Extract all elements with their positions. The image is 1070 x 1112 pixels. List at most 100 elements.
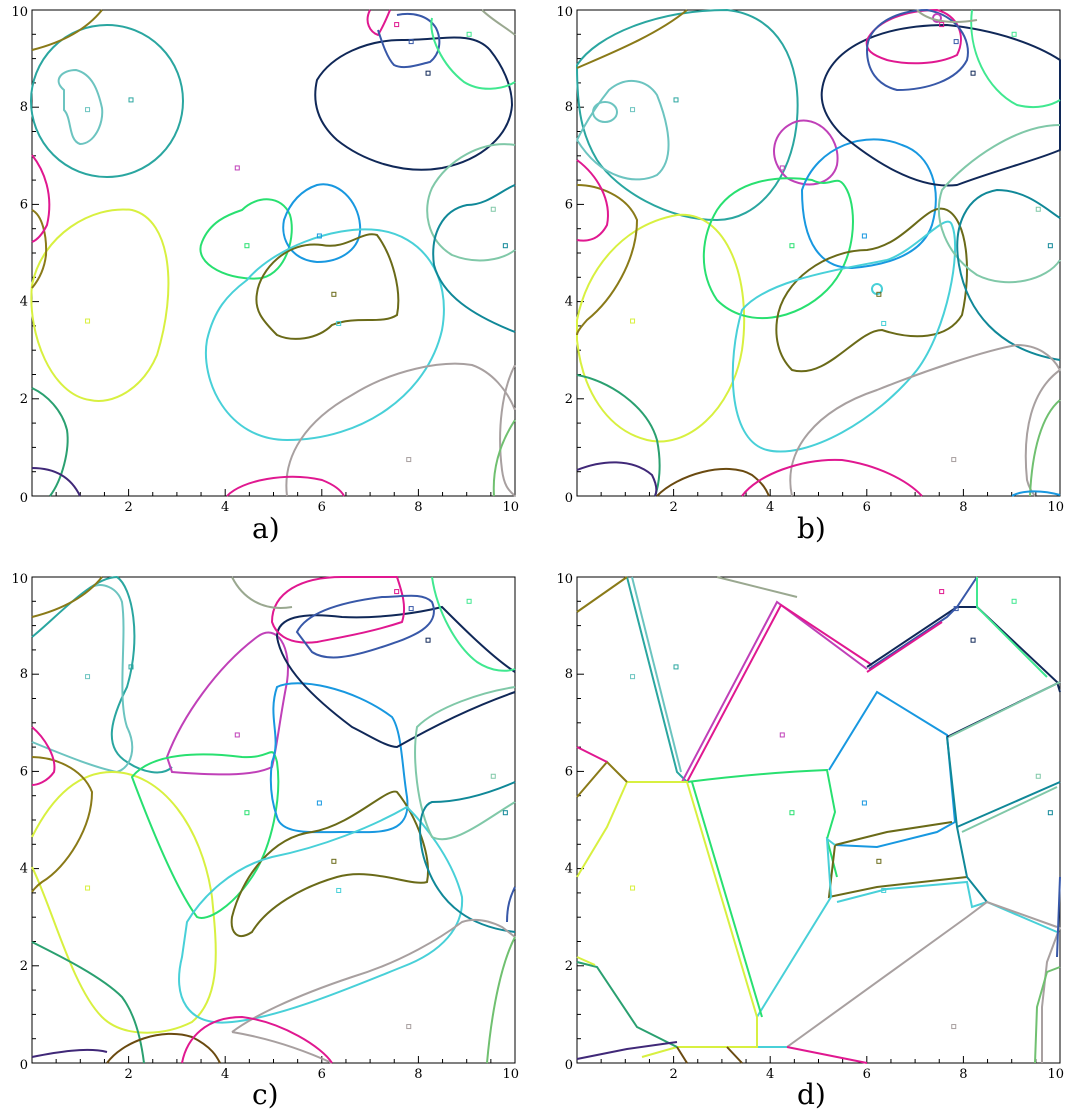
seed-marker (128, 97, 134, 103)
voronoi-edge (834, 821, 953, 846)
contour (31, 756, 94, 893)
contour (970, 9, 1061, 109)
contour (31, 575, 173, 774)
contour (956, 188, 1061, 361)
seed-marker (244, 810, 250, 816)
x-tick-label: 8 (959, 1067, 967, 1082)
seed-marker (881, 887, 887, 893)
x-tick-label: 10 (502, 1067, 519, 1082)
seed-marker (861, 233, 867, 239)
x-tick-label: 4 (221, 1067, 229, 1082)
y-tick-label: 6 (565, 764, 573, 779)
contour (255, 233, 400, 340)
voronoi-edge (976, 577, 1048, 678)
panel-caption: d) (797, 1078, 826, 1111)
contour (295, 594, 435, 659)
seed-marker (951, 457, 957, 463)
contour (741, 458, 923, 497)
y-tick-label: 6 (565, 197, 573, 212)
contour (204, 228, 445, 442)
x-tick-label: 6 (318, 1067, 326, 1082)
contour (865, 8, 962, 65)
voronoi-edge (576, 956, 596, 966)
y-tick-label: 6 (20, 764, 28, 779)
contour (592, 101, 619, 123)
contour (431, 576, 516, 672)
x-tick-label: 8 (959, 500, 967, 515)
contour (199, 198, 293, 280)
contour (419, 781, 516, 933)
level-set-contours (575, 8, 1061, 497)
panel-c: 2 4 6 8 10 0 2 4 6 8 10 (11, 572, 519, 1082)
contour (702, 177, 854, 320)
contour (773, 119, 839, 186)
seed-marker (406, 1024, 412, 1030)
contour (282, 183, 362, 264)
seed-marker (425, 70, 431, 76)
y-tick-label: 10 (556, 5, 573, 20)
y-tick-label: 0 (20, 491, 28, 506)
voronoi-edge (676, 1046, 688, 1064)
level-set-contours (31, 575, 516, 1064)
contour (506, 886, 516, 923)
seed-marker (630, 885, 636, 891)
contour (576, 461, 658, 497)
seed-marker (336, 320, 342, 326)
contour (31, 576, 103, 618)
contour (178, 805, 464, 1024)
y-tick-label: 4 (20, 862, 28, 877)
y-tick-label: 10 (11, 5, 28, 20)
seed-marker (408, 606, 414, 612)
y-tick-label: 2 (565, 392, 573, 407)
contour (31, 209, 48, 289)
seed-marker (970, 70, 976, 76)
x-tick-label: 8 (414, 500, 422, 515)
contour (576, 9, 688, 69)
voronoi-edge (868, 576, 978, 670)
voronoi-edge (756, 836, 836, 1048)
contour (130, 751, 280, 919)
y-tick-label: 2 (565, 959, 573, 974)
voronoi-edge (726, 1046, 743, 1064)
contour (230, 790, 429, 937)
seed-marker (85, 318, 91, 324)
y-tick-label: 8 (565, 667, 573, 682)
y-tick-label: 0 (565, 1058, 573, 1073)
y-tick-label: 8 (565, 100, 573, 115)
contour (181, 1015, 333, 1064)
contour (576, 374, 661, 497)
seed-marker (406, 457, 412, 463)
panel-a: 2 4 6 8 10 0 2 4 6 8 10 (11, 5, 519, 515)
seed-marker (939, 22, 945, 28)
seed-marker (316, 800, 322, 806)
contour (57, 68, 104, 146)
contour (31, 9, 103, 51)
voronoi-edge (956, 781, 1061, 828)
seed-marker (1011, 598, 1017, 604)
contour (426, 143, 516, 262)
x-tick-label: 4 (766, 500, 774, 515)
contour (871, 283, 884, 295)
x-tick-label: 2 (669, 1067, 677, 1082)
voronoi-edge (866, 621, 943, 673)
seed-marker (128, 664, 134, 670)
seed-marker (789, 810, 795, 816)
voronoi-edge (786, 900, 1058, 1048)
seed-marker (331, 291, 337, 297)
contour (314, 36, 514, 171)
y-tick-label: 10 (556, 572, 573, 587)
seed-marker (630, 107, 636, 113)
voronoi-edge (948, 681, 1061, 738)
contour (481, 9, 516, 36)
contour (575, 8, 799, 222)
y-tick-label: 4 (20, 295, 28, 310)
seed-marker (394, 589, 400, 595)
panel-d: 2 4 6 8 10 0 2 4 6 8 10 (556, 572, 1064, 1082)
contour (231, 576, 293, 609)
seed-marker (502, 810, 508, 816)
contour (916, 9, 978, 23)
contour (865, 8, 969, 92)
contour (31, 726, 56, 786)
y-tick-label: 2 (20, 392, 28, 407)
contour (576, 213, 746, 443)
